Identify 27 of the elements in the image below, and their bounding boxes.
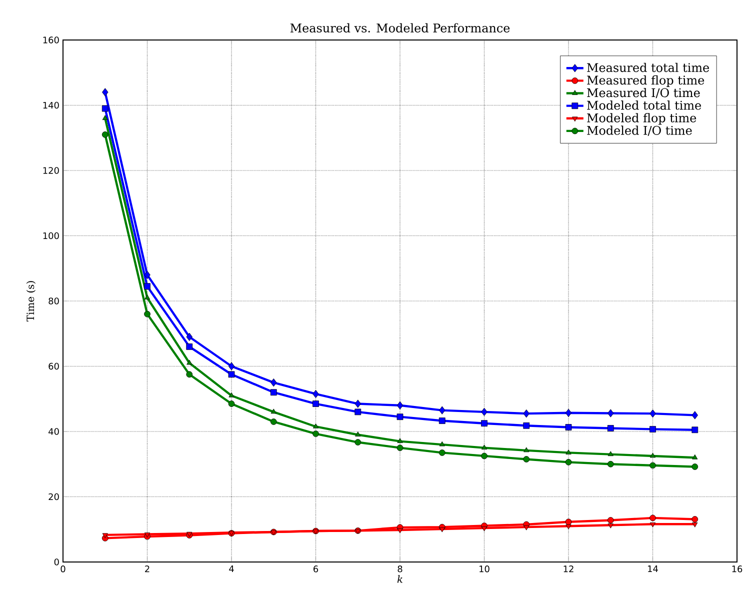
y-tick-label: 140	[43, 102, 59, 109]
y-tick-label: 0	[54, 558, 59, 566]
x-tick-label: 0	[60, 566, 66, 572]
x-tick-label: 10	[480, 566, 490, 572]
x-tick-label: 6	[314, 566, 318, 572]
y-tick-label: 20	[48, 493, 59, 500]
legend-label: Measured total time	[587, 62, 710, 72]
x-tick-label: 2	[145, 566, 150, 572]
y-axis-title: Time (s)	[26, 281, 36, 322]
x-tick-label: 8	[398, 566, 402, 572]
chart-title: Measured vs. Modeled Performance	[290, 23, 510, 32]
legend-label: Modeled I/O time	[587, 126, 692, 136]
x-axis-title: k	[397, 575, 402, 583]
y-tick-label: 120	[43, 167, 59, 174]
legend-label: Modeled flop time	[587, 113, 696, 125]
y-tick-label: 60	[48, 362, 59, 370]
y-tick-label: 160	[43, 36, 59, 44]
x-tick-label: 12	[564, 566, 574, 572]
legend-label: Modeled total time	[587, 100, 702, 110]
x-tick-label: 4	[229, 566, 234, 572]
legend-label: Measured flop time	[587, 75, 704, 87]
y-tick-label: 80	[48, 298, 59, 304]
legend-label: Measured I/O time	[587, 88, 700, 98]
y-tick-label: 100	[43, 232, 59, 240]
x-tick-label: 14	[648, 566, 658, 572]
y-tick-label: 40	[48, 428, 59, 435]
x-tick-label: 16	[732, 566, 742, 572]
